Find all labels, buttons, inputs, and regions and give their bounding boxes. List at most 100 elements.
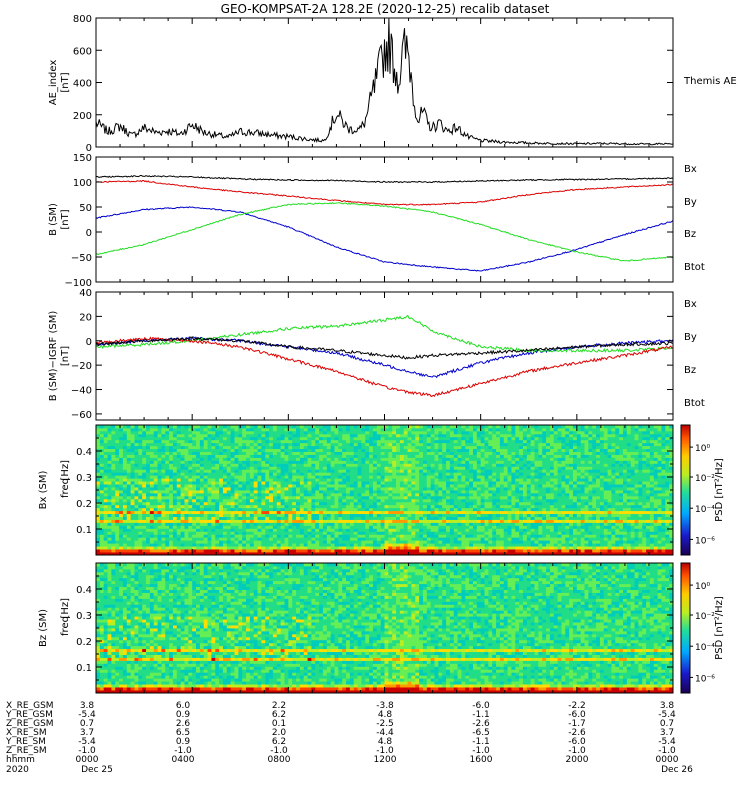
spectrogram-cell [392,522,397,526]
spectrogram-cell [511,513,516,517]
spectrogram-cell [415,501,420,506]
spectrogram-cell [380,472,385,476]
spectrogram-cell [99,490,105,494]
spectrogram-cell [246,540,251,544]
spectrogram-cell [565,510,570,515]
spectrogram-cell [642,478,647,482]
spectrogram-cell [422,463,428,467]
spectrogram-cell [457,490,462,494]
spectrogram-cell [634,472,639,476]
spectrogram-cell [665,507,670,512]
spectrogram-cell [280,531,285,535]
spectrogram-cell [357,472,362,476]
spectrogram-cell [365,490,370,494]
spectrogram-cell [357,546,362,550]
spectrogram-cell [169,522,174,526]
spectrogram-cell [272,472,278,476]
spectrogram-cell [153,537,158,541]
spectrogram-cell [376,531,382,535]
spectrogram-cell [411,475,416,479]
spectrogram-cell [449,537,455,541]
spectrogram-cell [603,507,609,512]
spectrogram-cell [303,484,308,488]
spectrogram-cell [499,487,505,491]
spectrogram-cell [542,516,547,520]
spectrogram-cell [257,540,262,544]
spectrogram-cell [369,478,374,482]
spectrogram-cell [203,537,208,541]
series-line-bx [95,206,674,272]
spectrogram-cell [449,528,455,532]
spectrogram-cell [334,537,339,541]
spectrogram-cell [426,495,432,500]
spectrogram-cell [153,484,158,488]
spectrogram-cell [157,534,162,538]
spectrogram-cell [580,540,585,544]
spectrogram-cell [269,528,274,532]
spectrogram-cell [99,510,105,515]
spectrogram-cell [665,487,670,491]
spectrogram-cell [157,528,162,532]
spectrogram-cell [430,531,435,535]
spectrogram-cell [580,525,585,529]
spectrogram-cell [138,501,143,506]
spectrogram-cell [646,513,651,517]
spectrogram-cell [353,475,358,479]
spectrogram-cell [484,522,489,526]
spectrogram-cell [565,522,570,526]
spectrogram-cell [122,481,128,485]
spectrogram-cell [484,492,489,497]
spectrogram-cell [511,469,516,473]
spectrogram-cell [549,498,555,503]
spectrogram-cell [272,492,278,497]
spectrogram-cell [249,516,255,520]
spectrogram-cell [653,492,659,497]
spectrogram-cell [576,498,582,503]
spectrogram-cell [330,501,335,506]
spectrogram-cell [476,552,482,556]
spectrogram-cell [234,534,239,538]
spectrogram-cell [407,460,412,464]
spectrogram-cell [361,498,366,503]
spectrogram-cell [280,490,285,494]
spectrogram-cell [596,513,601,517]
spectrogram-cell [449,504,455,509]
spectrogram-cell [642,513,647,517]
spectrogram-cell [411,540,416,544]
spectrogram-cell [430,522,435,526]
spectrogram-cell [557,528,562,532]
spectrogram-cell [161,534,166,538]
spectrogram-cell [226,492,232,497]
spectrogram-cell [619,543,624,547]
spectrogram-cell [215,519,220,523]
spectrogram-cell [611,495,616,500]
spectrogram-cell [446,513,451,517]
spectrogram-cell [215,495,220,500]
spectrogram-cell [403,519,408,523]
spectrogram-cell [657,472,662,476]
spectrogram-cell [415,475,420,479]
spectrogram-cell [207,487,212,491]
spectrogram-cell [315,522,320,526]
spectrogram-cell [407,528,412,532]
spectrogram-cell [526,513,532,517]
spectrogram-cell [599,466,605,470]
spectrogram-cell [230,516,235,520]
spectrogram-cell [457,531,462,535]
spectrogram-cell [242,537,247,541]
spectrogram-cell [430,528,435,532]
spectrogram-cell [649,543,655,547]
spectrogram-cell [646,478,651,482]
spectrogram-cell [584,484,589,488]
spectrogram-cell [592,487,597,491]
spectrogram-cell [634,513,639,517]
spectrogram-cell [630,466,635,470]
spectrogram-cell [330,490,335,494]
spectrogram-cell [122,478,128,482]
spectrogram-cell [576,537,582,541]
spectrogram-cell [311,510,316,515]
spectrogram-cell [222,528,228,532]
spectrogram-cell [399,510,405,515]
spectrogram-cell [215,534,220,538]
spectrogram-cell [476,487,482,491]
